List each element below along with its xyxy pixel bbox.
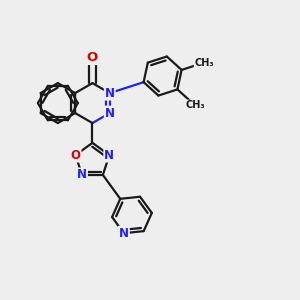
Text: O: O <box>87 51 98 64</box>
Text: O: O <box>70 148 81 162</box>
Text: CH₃: CH₃ <box>194 58 214 68</box>
Text: CH₃: CH₃ <box>185 100 205 110</box>
Text: N: N <box>104 148 114 162</box>
Text: N: N <box>77 168 87 182</box>
Text: N: N <box>119 227 129 240</box>
Text: N: N <box>105 106 115 120</box>
Text: N: N <box>105 87 115 100</box>
